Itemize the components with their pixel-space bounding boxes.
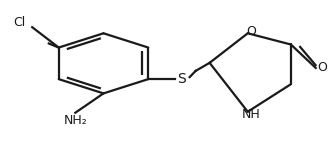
Text: NH₂: NH₂ <box>63 114 87 127</box>
Text: NH: NH <box>242 108 260 121</box>
Text: O: O <box>246 25 256 38</box>
Text: S: S <box>177 72 186 86</box>
Text: Cl: Cl <box>13 16 25 29</box>
Text: O: O <box>317 61 327 74</box>
